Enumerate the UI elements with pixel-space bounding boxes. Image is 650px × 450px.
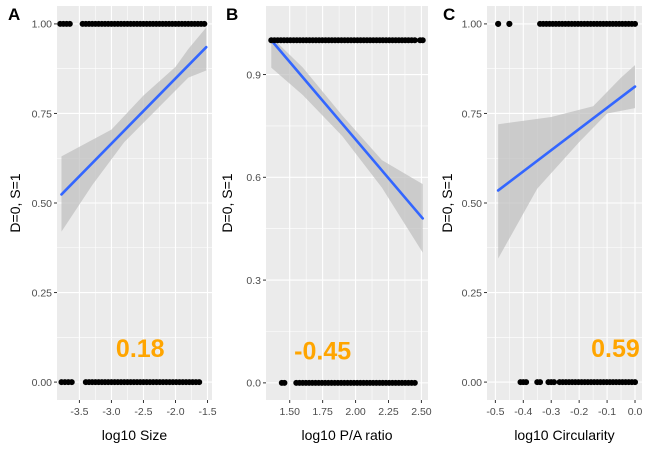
data-point-s1 bbox=[495, 20, 502, 27]
panel-c: -0.5 -0.4 -0.3 -0.2 -0.1 0.0 0.00 0.25 0.50 0.75 1… bbox=[439, 5, 642, 443]
data-point-d0 bbox=[523, 379, 530, 386]
data-point-s1 bbox=[411, 37, 418, 44]
y-tick-label: 0.9 bbox=[246, 69, 261, 81]
x-axis-title: log10 Size bbox=[102, 427, 168, 443]
x-tick-label: 2.25 bbox=[378, 406, 399, 418]
x-tick-label: 1.50 bbox=[279, 406, 300, 418]
y-axis-title: D=0, S=1 bbox=[7, 173, 23, 232]
data-point-s1 bbox=[632, 20, 639, 27]
y-tick-label: 0.75 bbox=[462, 108, 483, 120]
x-tick-label: 1.75 bbox=[312, 406, 333, 418]
y-tick-label: 0.0 bbox=[246, 378, 261, 390]
x-tick-label: -0.5 bbox=[486, 406, 504, 418]
panel-b: 1.50 1.75 2.00 2.25 2.50 0.0 0.3 0.6 0.9 -0.45 log… bbox=[219, 5, 432, 443]
x-axis-title: log10 P/A ratio bbox=[301, 427, 392, 443]
y-tick-label: 0.00 bbox=[32, 377, 53, 389]
correlation-annotation: 0.59 bbox=[591, 335, 640, 363]
y-tick-label: 0.25 bbox=[32, 287, 53, 299]
y-tick-label: 0.50 bbox=[462, 198, 483, 210]
y-axis-title: D=0, S=1 bbox=[439, 173, 455, 232]
fit-line bbox=[60, 45, 208, 196]
data-point-d0 bbox=[411, 379, 418, 386]
x-tick-label: -1.5 bbox=[198, 406, 216, 418]
panel-a: -3.5 -3.0 -2.5 -2.0 -1.5 0.00 0.25 0.50 0.75 1.00… bbox=[7, 5, 217, 443]
panel-letter: B bbox=[226, 5, 238, 24]
data-point-d0 bbox=[537, 379, 544, 386]
y-tick-label: 0.6 bbox=[246, 172, 261, 184]
confidence-ribbon bbox=[61, 27, 207, 232]
data-point-d0 bbox=[281, 379, 288, 386]
panel-letter: A bbox=[8, 5, 20, 24]
data-point-d0 bbox=[68, 379, 75, 386]
x-tick-label: 2.50 bbox=[411, 406, 432, 418]
y-tick-label: 1.00 bbox=[32, 19, 53, 31]
x-tick-label: -2.5 bbox=[134, 406, 152, 418]
y-tick-label: 0.00 bbox=[462, 377, 483, 389]
y-tick-label: 1.00 bbox=[462, 19, 483, 31]
fit-line bbox=[269, 38, 425, 220]
correlation-annotation: -0.45 bbox=[294, 337, 351, 365]
data-point-s1 bbox=[66, 20, 73, 27]
data-point-s1 bbox=[201, 20, 208, 27]
y-tick-label: 0.3 bbox=[246, 275, 261, 287]
panel-letter: C bbox=[443, 5, 455, 24]
correlation-annotation: 0.18 bbox=[116, 335, 165, 363]
x-tick-label: -3.5 bbox=[70, 406, 88, 418]
fit-line bbox=[496, 85, 637, 192]
x-tick-label: -3.0 bbox=[102, 406, 120, 418]
data-point-s1 bbox=[506, 20, 513, 27]
data-point-d0 bbox=[196, 379, 203, 386]
confidence-ribbon bbox=[271, 36, 423, 253]
data-point-d0 bbox=[551, 379, 558, 386]
x-tick-label: 2.00 bbox=[345, 406, 366, 418]
y-tick-label: 0.75 bbox=[32, 108, 53, 120]
x-axis-title: log10 Circularity bbox=[514, 427, 614, 443]
x-tick-label: -0.2 bbox=[570, 406, 588, 418]
y-tick-label: 0.50 bbox=[32, 198, 53, 210]
x-tick-label: -0.4 bbox=[514, 406, 532, 418]
data-point-s1 bbox=[419, 37, 426, 44]
x-tick-label: -2.0 bbox=[166, 406, 184, 418]
data-point-d0 bbox=[632, 379, 639, 386]
x-tick-label: -0.3 bbox=[542, 406, 560, 418]
y-tick-label: 0.25 bbox=[462, 287, 483, 299]
x-tick-label: 0.0 bbox=[628, 406, 643, 418]
y-axis-title: D=0, S=1 bbox=[219, 173, 235, 232]
x-tick-label: -0.1 bbox=[598, 406, 616, 418]
